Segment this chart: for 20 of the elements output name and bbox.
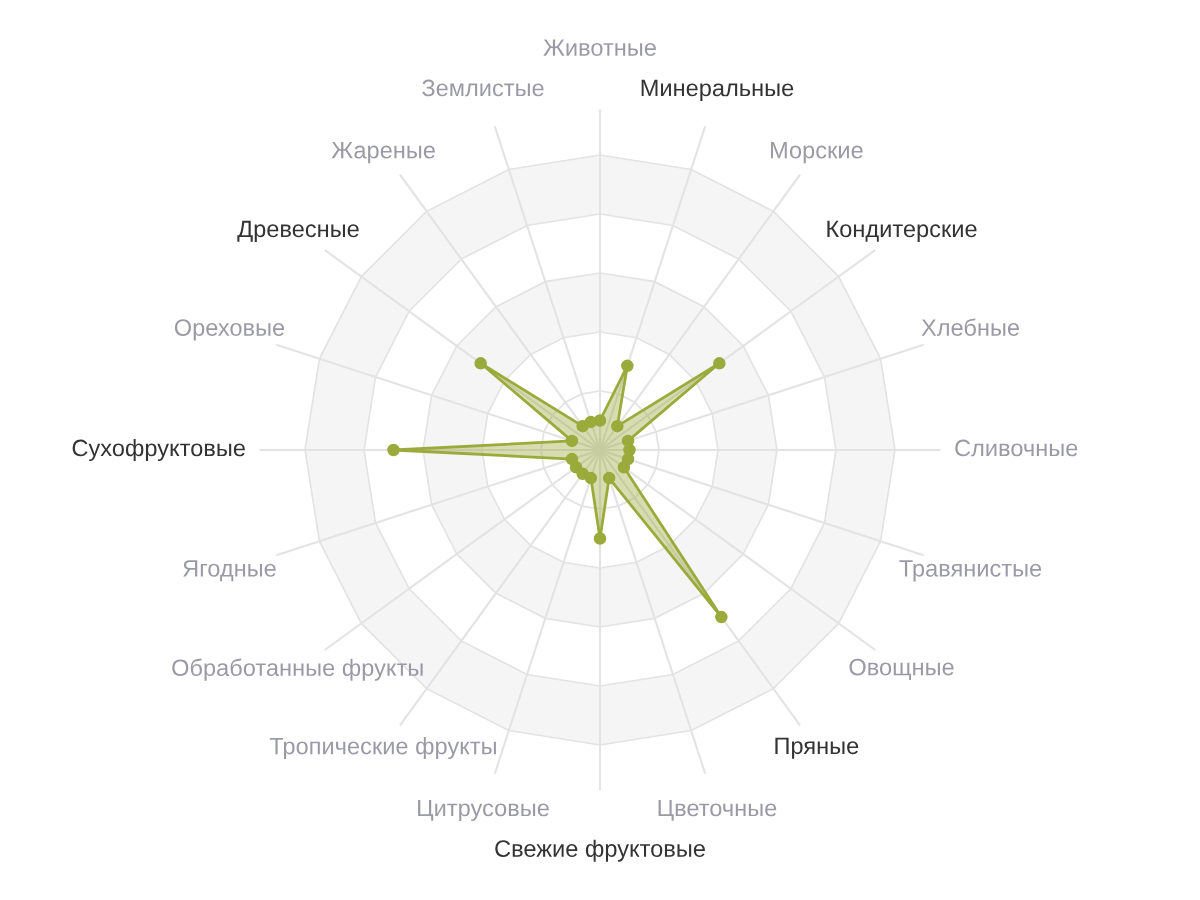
spoke-label: Свежие фруктовые [495,839,705,862]
spoke-label: Пряные [775,737,859,759]
spoke-label: Ягодные [183,560,276,582]
spoke-label: Землистые [422,79,544,97]
spoke-label: Овощные [849,658,954,680]
spoke-label: Ореховые [174,319,285,341]
spoke-label: Минеральные [641,79,794,101]
spoke-label: Хлебные [921,318,1020,336]
spoke-label: Сливочные [955,439,1078,457]
spoke-label: Травянистые [899,560,1042,582]
spoke-label: Животные [543,39,656,56]
spoke-label: Древесные [237,220,359,242]
spoke-label: Сухофруктовые [72,438,245,461]
spoke-label: Обработанные фрукты [172,658,423,681]
spoke-label: Кондитерские [827,220,977,242]
spoke-label: Цитрусовые [418,799,549,822]
spoke-label: Жареные [331,142,435,164]
spoke-label: Тропические фрукты [269,737,496,760]
spoke-label: Морские [770,142,863,164]
spoke-label: Цветочные [658,799,777,821]
